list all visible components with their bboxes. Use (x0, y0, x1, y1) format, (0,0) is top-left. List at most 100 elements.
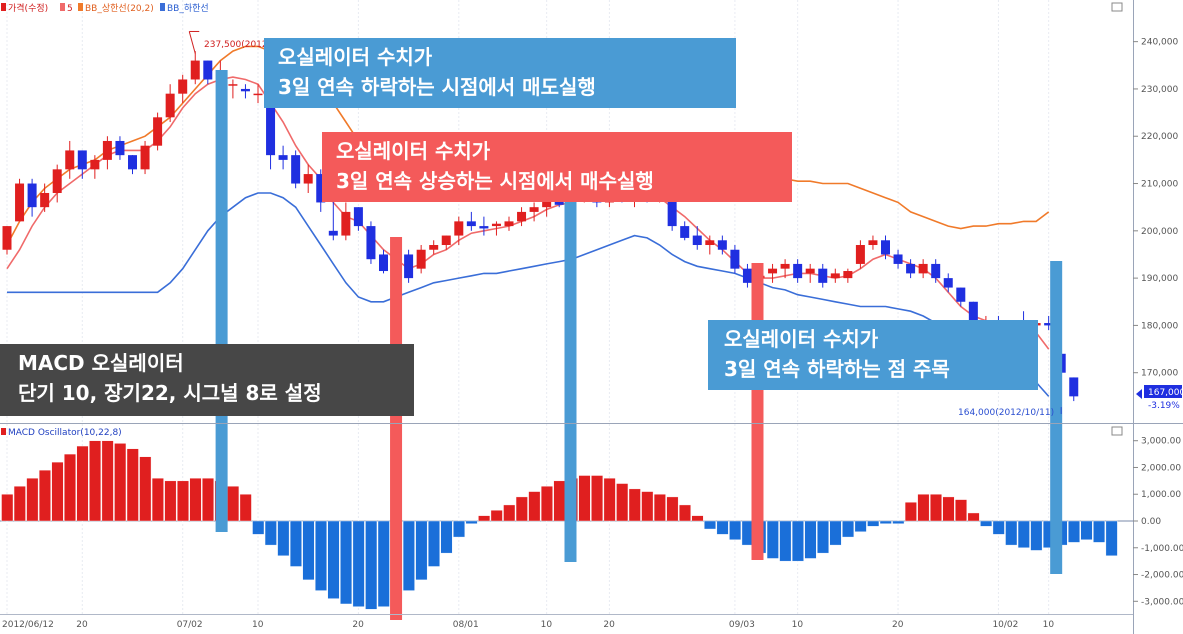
candle-body (253, 93, 263, 96)
candle-body (52, 169, 62, 193)
candle-body (855, 245, 865, 264)
oscillator-bar (867, 520, 880, 527)
oscillator-bar (641, 491, 654, 522)
oscillator-bar (202, 477, 215, 522)
watch-signal-callout: 오실레이터 수치가 3일 연속 하락하는 점 주목 (708, 320, 1038, 390)
time-tick-label: 10/02 (992, 620, 1018, 630)
last-price-badge (1144, 385, 1182, 398)
oscillator-bar (139, 456, 152, 522)
candle-body (692, 235, 702, 246)
time-tick-label: 10 (541, 620, 553, 630)
candle-body (680, 226, 690, 238)
oscillator-bar (930, 494, 942, 522)
oscillator-bar (603, 477, 616, 522)
oscillator-bar (365, 520, 378, 610)
candle-body (956, 287, 966, 302)
oscillator-bar (691, 515, 704, 522)
candle-body (742, 268, 752, 283)
candle-body (843, 271, 853, 279)
candle-body (768, 268, 778, 274)
oscillator-bar (64, 453, 76, 522)
candle-body (705, 240, 715, 246)
oscillator-bar (729, 520, 742, 540)
buy-signal-callout: 오실레이터 수치가 3일 연속 상승하는 시점에서 매수실행 (322, 132, 792, 202)
time-tick-label: 2012/06/12 (2, 620, 54, 630)
candle-body (881, 240, 890, 255)
oscillator-bar (402, 520, 415, 591)
price-tick-label: 170,000 (1141, 369, 1178, 379)
oscillator-tick-label: 2,000.00 (1141, 463, 1181, 473)
oscillator-bar (842, 520, 855, 538)
candle-body (943, 278, 953, 288)
oscillator-bar (804, 520, 817, 559)
candle-body (918, 263, 928, 274)
legend-bb-upper-label: BB_상한선(20,2) (85, 3, 154, 14)
oscillator-tick-label: 1,000.00 (1141, 490, 1181, 500)
candle-body (416, 249, 426, 269)
oscillator-bar (89, 440, 102, 522)
candle-body (968, 301, 978, 326)
candle-body (454, 221, 464, 236)
time-tick-label: 09/03 (729, 620, 755, 630)
oscillator-tick-label: -3,000.00 (1141, 597, 1183, 607)
candle-body (818, 268, 828, 283)
oscillator-bar (1030, 520, 1043, 551)
time-tick-label: 20 (603, 620, 615, 630)
oscillator-bar (817, 520, 829, 554)
time-tick-label: 10 (792, 620, 804, 630)
candle-body (90, 159, 100, 170)
oscillator-bar (277, 520, 290, 556)
candle-body (717, 240, 727, 250)
oscillator-bar (1080, 520, 1093, 540)
oscillator-bar (415, 520, 428, 581)
candle-body (868, 240, 878, 246)
time-tick-label: 20 (76, 620, 88, 630)
oscillator-tick-label: 3,000.00 (1141, 437, 1181, 447)
maximize-icon[interactable] (1111, 2, 1123, 12)
oscillator-bar (616, 483, 629, 522)
oscillator-bar (955, 499, 967, 522)
candle-body (404, 254, 414, 279)
oscillator-bar (38, 469, 51, 522)
candle-body (165, 93, 175, 118)
candle-body (291, 155, 301, 184)
candle-body (2, 226, 12, 250)
sell-signal-callout: 오실레이터 수치가 3일 연속 하락하는 시점에서 매도실행 (264, 38, 736, 108)
legend-price-label: 가격(수정) (8, 2, 48, 14)
oscillator-bar (1068, 520, 1080, 543)
candle-body (893, 254, 903, 264)
oscillator-bar (704, 520, 716, 530)
oscillator-bar (829, 520, 842, 546)
candle-body (366, 226, 376, 260)
oscillator-bar (289, 520, 302, 567)
candle-body (240, 88, 250, 92)
candle-body (178, 79, 188, 94)
last-price-value: 167,000 (1148, 388, 1183, 398)
oscillator-bar (252, 520, 265, 535)
oscillator-bar (352, 520, 365, 607)
candle-body (27, 183, 37, 208)
time-tick-label: 20 (892, 620, 904, 630)
oscillator-bar (315, 520, 327, 591)
panel-maximize-icon[interactable] (1111, 426, 1123, 436)
oscillator-bar (1017, 520, 1030, 548)
callout-line: 오실레이터 수치가 (278, 45, 433, 69)
signal-markers (215, 70, 1063, 620)
oscillator-bar (528, 491, 541, 522)
oscillator-bar (917, 494, 930, 522)
candle-body (529, 207, 539, 212)
candle-body (140, 145, 150, 170)
oscillator-bar (967, 512, 980, 522)
price-tick-label: 230,000 (1141, 85, 1178, 95)
oscillator-bar (1005, 520, 1018, 546)
oscillator-bar (540, 486, 553, 522)
candle-body (341, 211, 351, 236)
high-price-annotation: 237,500(2012/07/03) (204, 40, 300, 50)
callout-line: 3일 연속 하락하는 점 주목 (724, 357, 950, 381)
oscillator-bar (628, 488, 641, 522)
last-price-change: -3.19% (1148, 401, 1180, 411)
candle-body (328, 230, 338, 236)
candle-body (429, 245, 439, 250)
candle-body (479, 226, 489, 229)
oscillator-bar (126, 448, 139, 522)
